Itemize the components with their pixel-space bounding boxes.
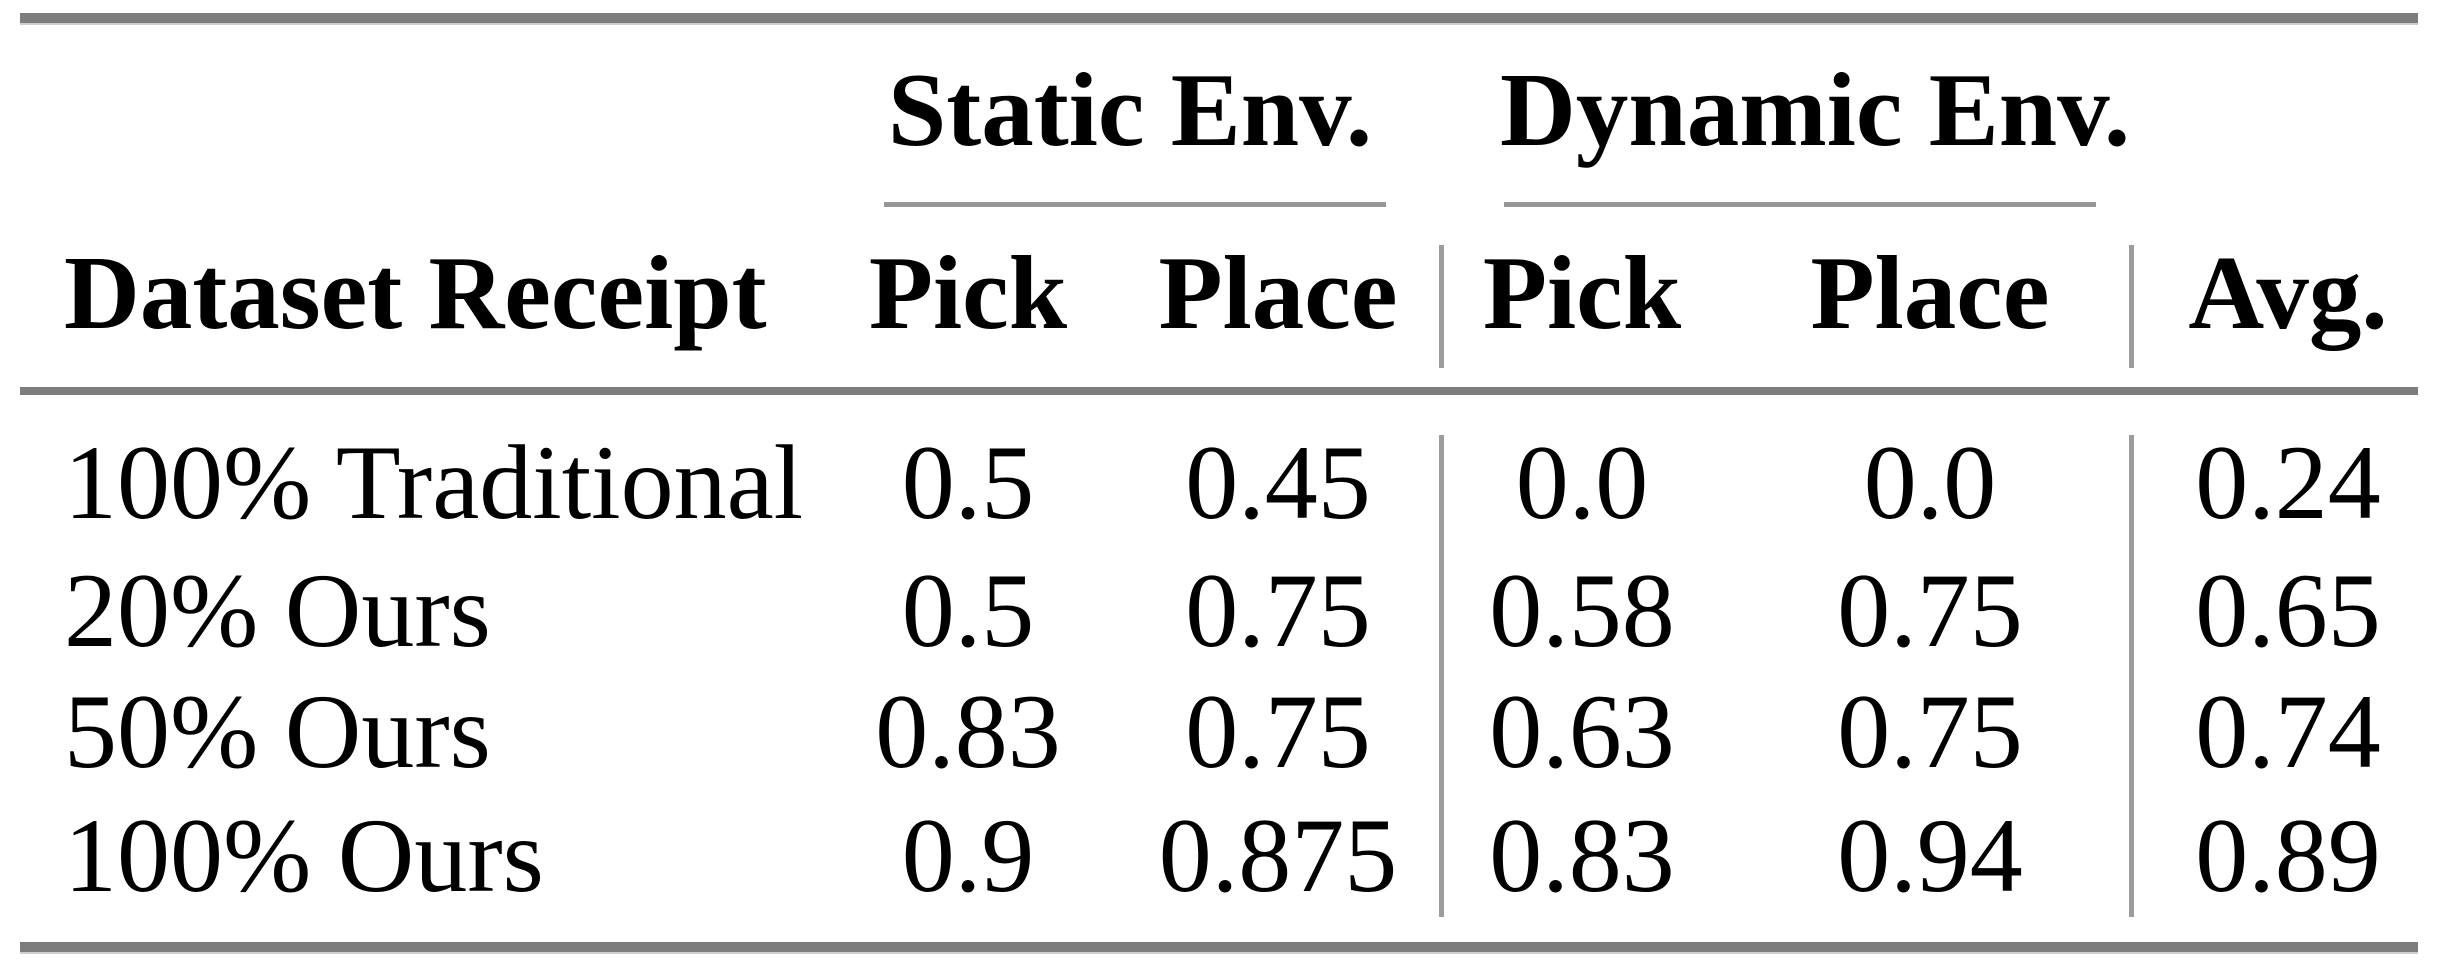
table-cell: 0.5 — [901, 552, 1035, 669]
column-header-dynamic-place: Place — [1810, 234, 2050, 351]
table-cell: 0.65 — [2195, 552, 2381, 669]
row-label: 100% Traditional — [64, 424, 804, 541]
group-header-static-env: Static Env. — [887, 51, 1373, 168]
dynamic-env-cmidrule — [1504, 202, 2096, 207]
vertical-rule-2-header — [2129, 245, 2134, 368]
table-cell: 0.0 — [1515, 424, 1649, 541]
vertical-rule-1-body — [1439, 435, 1444, 917]
vertical-rule-1-header — [1439, 245, 1444, 368]
table-cell: 0.45 — [1185, 424, 1371, 541]
table-cell: 0.94 — [1837, 797, 2023, 914]
table-header-rule — [20, 387, 2418, 395]
column-header-avg: Avg. — [2188, 234, 2388, 351]
group-header-dynamic-env: Dynamic Env. — [1500, 51, 2131, 168]
static-env-cmidrule — [884, 202, 1386, 207]
row-label: 50% Ours — [64, 673, 491, 790]
table-cell: 0.75 — [1185, 552, 1371, 669]
table-cell: 0.5 — [901, 424, 1035, 541]
table-top-rule — [20, 13, 2418, 25]
vertical-rule-2-body — [2129, 435, 2134, 917]
table-cell: 0.83 — [875, 673, 1061, 790]
row-label: 100% Ours — [64, 797, 544, 914]
table-cell: 0.63 — [1489, 673, 1675, 790]
row-label: 20% Ours — [64, 552, 491, 669]
table-cell: 0.9 — [901, 797, 1035, 914]
table-cell: 0.75 — [1837, 673, 2023, 790]
column-header-static-place: Place — [1158, 234, 1398, 351]
table-bottom-rule — [20, 942, 2418, 954]
column-header-dataset-receipt: Dataset Receipt — [64, 234, 767, 351]
table-cell: 0.24 — [2195, 424, 2381, 541]
column-header-static-pick: Pick — [868, 234, 1068, 351]
table-cell: 0.89 — [2195, 797, 2381, 914]
table-cell: 0.75 — [1837, 552, 2023, 669]
column-header-dynamic-pick: Pick — [1482, 234, 1682, 351]
table-cell: 0.0 — [1863, 424, 1997, 541]
table-cell: 0.83 — [1489, 797, 1675, 914]
table-cell: 0.875 — [1158, 797, 1398, 914]
table-cell: 0.75 — [1185, 673, 1371, 790]
table-cell: 0.74 — [2195, 673, 2381, 790]
table-cell: 0.58 — [1489, 552, 1675, 669]
